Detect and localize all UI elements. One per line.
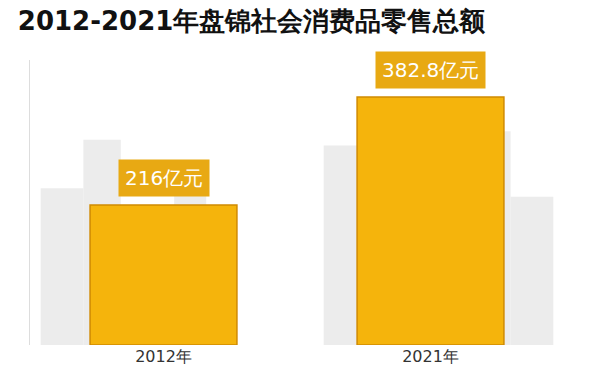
svg-text:216亿元: 216亿元 bbox=[125, 166, 203, 190]
svg-text:2012-2021年盘锦社会消费品零售总额: 2012-2021年盘锦社会消费品零售总额 bbox=[18, 6, 487, 36]
svg-text:2021年: 2021年 bbox=[402, 347, 459, 366]
svg-text:2012年: 2012年 bbox=[135, 347, 192, 366]
svg-text:382.8亿元: 382.8亿元 bbox=[382, 58, 479, 82]
